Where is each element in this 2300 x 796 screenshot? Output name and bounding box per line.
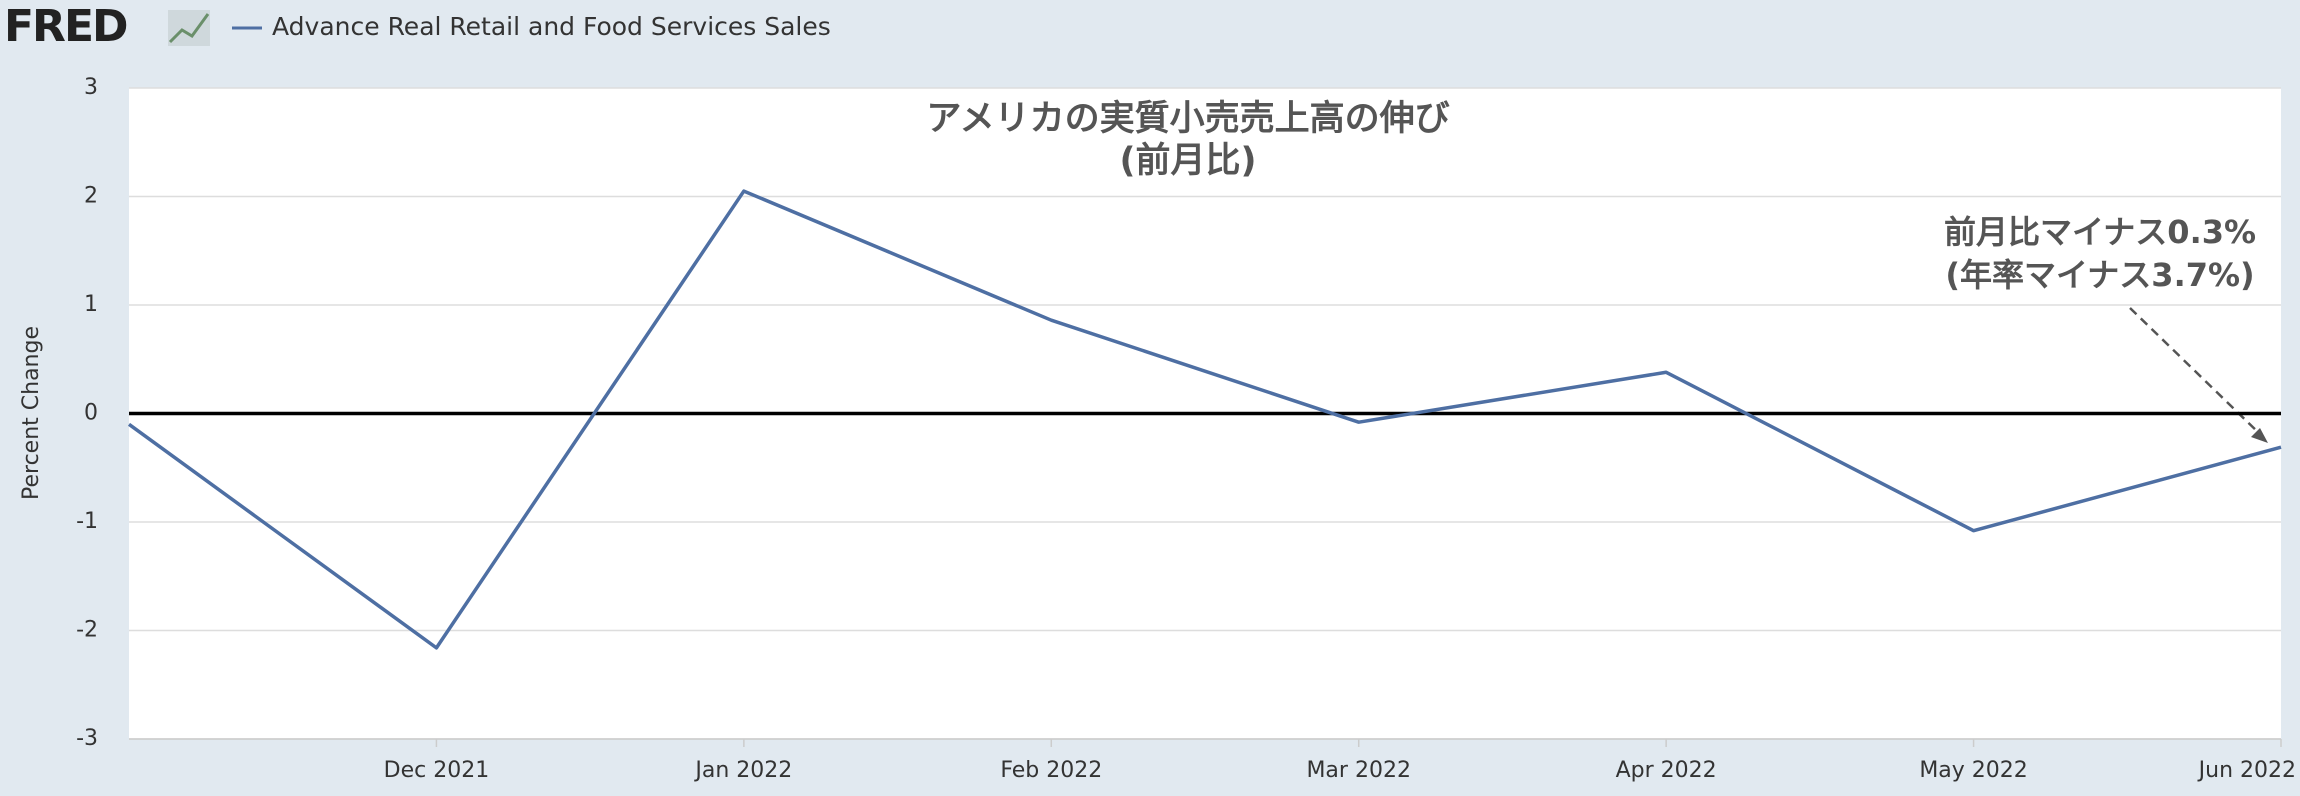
- y-tick-label: 1: [84, 292, 98, 317]
- x-tick-label: Feb 2022: [1000, 758, 1102, 783]
- data-line: [127, 189, 2282, 650]
- x-tick-label: Jun 2022: [2197, 758, 2296, 783]
- x-tick-label: Jan 2022: [693, 758, 792, 783]
- logo[interactable]: FRED: [4, 1, 129, 52]
- y-tick-label: 2: [84, 184, 98, 209]
- x-tick-label: Apr 2022: [1616, 758, 1717, 783]
- x-tick-label: May 2022: [1919, 758, 2027, 783]
- y-tick-label: -2: [76, 618, 98, 643]
- y-tick-label: 0: [84, 401, 98, 426]
- logo-icon-line: [168, 13, 210, 44]
- chart-title: アメリカの実質小売売上高の伸び: [926, 99, 1449, 139]
- x-tick-label: Mar 2022: [1306, 758, 1411, 783]
- annotation-arrowhead: [2251, 428, 2268, 443]
- logo-icon: [168, 10, 210, 46]
- x-tick-label: Dec 2021: [384, 758, 490, 783]
- annotation: 前月比マイナス0.3%: [1944, 213, 2256, 251]
- y-tick-label: 3: [84, 75, 98, 100]
- chart-subtitle: (前月比): [1120, 141, 1257, 181]
- legend-label[interactable]: Advance Real Retail and Food Services Sa…: [272, 12, 831, 41]
- annotation: (年率マイナス3.7%): [1945, 256, 2254, 294]
- y-tick-label: -3: [76, 726, 98, 751]
- y-tick-label: -1: [76, 509, 98, 534]
- y-axis-label: Percent Change: [19, 326, 44, 500]
